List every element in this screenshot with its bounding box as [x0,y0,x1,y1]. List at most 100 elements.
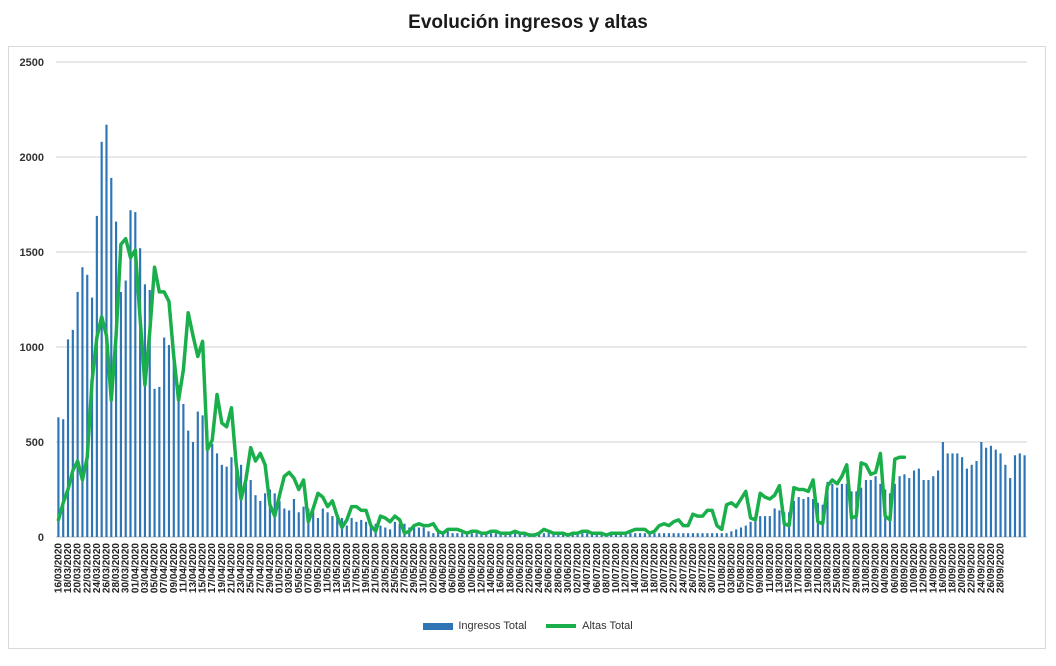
x-tick-label: 24/03/2020 [92,543,103,593]
bar-ingresos [86,274,89,537]
bar-ingresos [951,453,954,537]
bar-ingresos [643,533,646,537]
x-tick-label: 13/04/2020 [188,543,199,593]
bar-ingresos [629,533,632,537]
x-tick-label: 21/05/2020 [371,543,382,593]
x-tick-label: 02/07/2020 [573,543,584,593]
legend-item-altas: Altas Total [545,620,633,632]
bar-ingresos [936,470,940,537]
bar-ingresos [494,533,497,537]
x-tick-label: 08/07/2020 [601,543,612,593]
bar-ingresos [610,533,613,537]
bar-ingresos [903,474,906,537]
x-tick-label: 09/05/2020 [313,543,324,593]
bar-ingresos [614,533,618,537]
bar-ingresos [489,533,493,537]
bar-ingresos [360,519,363,537]
bar-ingresos [427,531,430,537]
x-tick-label: 14/06/2020 [486,543,497,593]
x-tick-label: 06/06/2020 [448,543,459,593]
bar-ingresos [975,461,978,537]
bar-ingresos [119,291,122,537]
bar-ingresos [446,531,449,537]
x-tick-label: 19/05/2020 [361,543,372,593]
y-tick-label: 1500 [20,247,44,259]
x-tick-label: 18/03/2020 [63,543,74,593]
bar-ingresos [970,464,973,537]
bar-ingresos [336,518,339,537]
x-tick-label: 26/07/2020 [688,543,699,593]
x-tick-label: 04/09/2020 [880,543,891,593]
bar-ingresos [437,529,440,537]
bar-ingresos [691,533,694,537]
bar-ingresos [163,337,166,537]
bar-ingresos [547,533,550,537]
bar-ingresos [571,533,574,537]
x-tick-label: 28/09/2020 [996,543,1007,593]
bar-ingresos [864,480,868,537]
x-tick-label: 30/07/2020 [707,543,718,593]
bar-ingresos [432,533,435,537]
bar-ingresos [682,533,685,537]
bar-ingresos [706,533,709,537]
x-tick-label: 18/06/2020 [505,543,516,593]
bar-ingresos [1009,478,1012,537]
x-tick-label: 25/08/2020 [832,543,843,593]
x-tick-label: 10/07/2020 [611,543,622,593]
x-tick-label: 23/04/2020 [236,543,247,593]
x-tick-label: 09/08/2020 [755,543,766,593]
x-tick-label: 14/07/2020 [630,543,641,593]
y-tick-label: 1000 [20,342,44,354]
x-tick-label: 24/06/2020 [534,543,545,593]
x-tick-label: 10/09/2020 [909,543,920,593]
bar-ingresos [687,533,690,537]
bar-ingresos [206,430,209,537]
bar-ingresos [667,533,670,537]
bar-ingresos [288,510,291,537]
bar-ingresos [254,495,257,537]
bar-ingresos [480,533,483,537]
x-tick-label: 01/08/2020 [717,543,728,593]
bar-ingresos [167,345,171,537]
bar-ingresos [773,508,776,537]
bar-ingresos [485,533,488,537]
bar-ingresos [244,474,247,537]
x-tick-label: 28/03/2020 [111,543,122,593]
bar-ingresos [110,177,113,537]
x-tick-label: 04/06/2020 [438,543,449,593]
x-tick-label: 13/05/2020 [332,543,343,593]
bar-ingresos [696,533,699,537]
x-tick-label: 06/07/2020 [592,543,603,593]
bar-ingresos [946,453,949,537]
x-tick-label: 22/06/2020 [524,543,535,593]
x-tick-label: 14/09/2020 [928,543,939,593]
x-tick-label: 23/08/2020 [823,543,834,593]
x-tick-label: 16/03/2020 [53,543,64,593]
bar-ingresos [504,533,507,537]
bar-ingresos [759,516,762,537]
bar-ingresos [134,212,137,537]
legend-swatch-altas [545,624,576,629]
bar-ingresos [619,533,622,537]
bar-ingresos [148,290,151,537]
bar-ingresos [715,533,719,537]
x-tick-label: 10/06/2020 [467,543,478,593]
bar-ingresos [638,533,642,537]
bar-ingresos [475,533,478,537]
y-tick-label: 2000 [20,152,44,164]
bar-ingresos [239,464,243,537]
x-tick-label: 06/09/2020 [890,543,901,593]
x-tick-label: 11/08/2020 [765,543,776,593]
bar-ingresos [297,512,300,537]
bar-ingresos [139,248,142,537]
bar-ingresos [456,533,459,537]
x-tick-label: 09/04/2020 [169,543,180,593]
x-tick-label: 08/09/2020 [899,543,910,593]
bar-ingresos [62,419,65,537]
bar-ingresos [422,527,425,537]
chart-title: Evolución ingresos y altas [408,12,648,33]
y-tick-label: 0 [38,532,44,544]
bar-ingresos [763,516,767,537]
bar-ingresos [76,291,79,537]
